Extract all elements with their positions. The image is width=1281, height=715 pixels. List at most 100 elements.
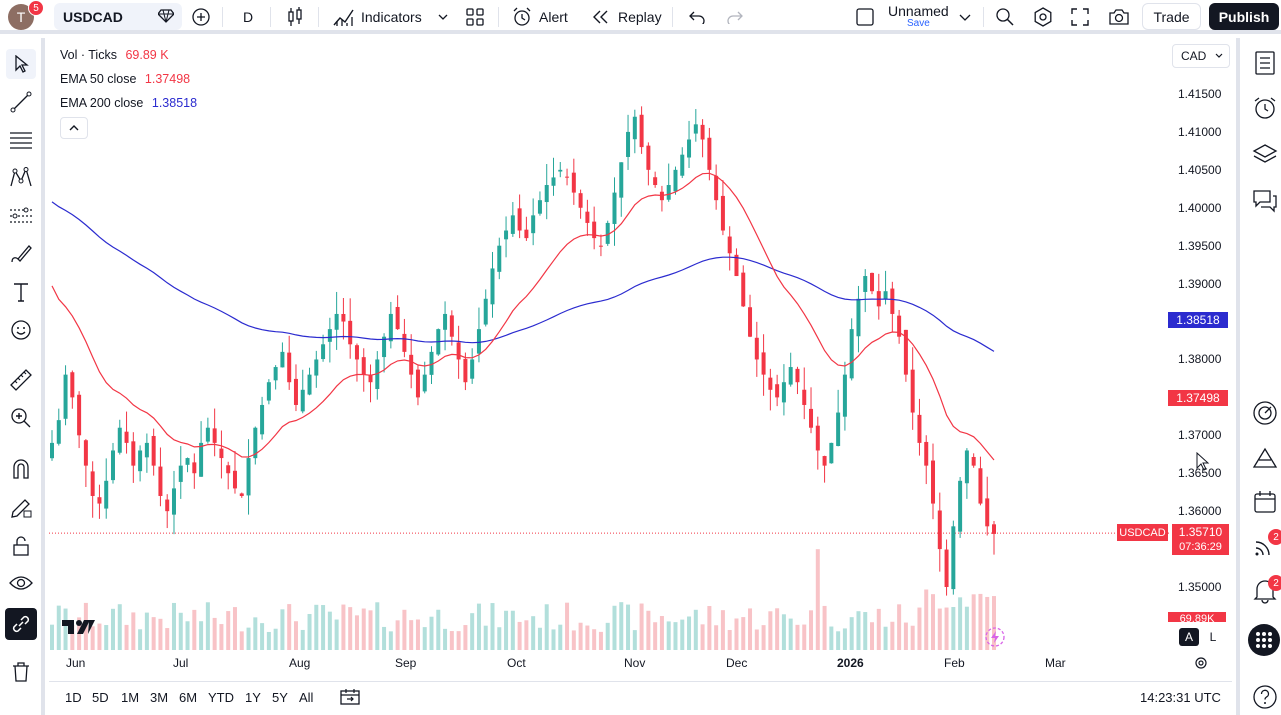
range-button-1y[interactable]: 1Y: [245, 690, 261, 705]
calendar-button[interactable]: [1250, 487, 1280, 517]
ema200-legend[interactable]: EMA 200 close 1.38518: [60, 96, 197, 110]
lock-drawings-tool[interactable]: [6, 531, 36, 561]
volume-bar: [856, 611, 861, 650]
chart-type-button[interactable]: [286, 0, 304, 34]
ema50-legend[interactable]: EMA 50 close 1.37498: [60, 72, 190, 86]
hide-drawings-tool[interactable]: [6, 568, 36, 598]
layout-save-link[interactable]: Save: [907, 18, 930, 29]
range-button-1m[interactable]: 1M: [121, 690, 140, 705]
magnet-tool[interactable]: [6, 454, 36, 484]
replay-button[interactable]: Replay: [592, 0, 662, 34]
candle-body: [951, 526, 956, 590]
volume-bar: [361, 608, 366, 650]
candle-body: [117, 427, 122, 453]
volume-legend[interactable]: Vol · Ticks 69.89 K: [60, 48, 169, 62]
divider: [498, 7, 499, 27]
text-tool[interactable]: [6, 277, 36, 307]
legend-collapse-button[interactable]: [60, 117, 88, 139]
range-button-all[interactable]: All: [299, 690, 314, 705]
date-range-button[interactable]: [340, 688, 360, 709]
templates-button[interactable]: [466, 0, 484, 34]
range-button-3m[interactable]: 3M: [150, 690, 169, 705]
brush-tool[interactable]: [6, 239, 36, 269]
help-button[interactable]: [1250, 682, 1280, 712]
ema200-price-tag: 1.38518: [1168, 312, 1228, 328]
technicals-button[interactable]: [1250, 398, 1280, 428]
range-button-1d[interactable]: 1D: [65, 690, 82, 705]
price-chart[interactable]: [49, 38, 1169, 650]
link-tool[interactable]: [5, 608, 37, 640]
publish-button[interactable]: Publish: [1209, 3, 1279, 30]
watchlist-button[interactable]: [1250, 48, 1280, 78]
time-axis-label: Oct: [507, 656, 526, 670]
log-scale-toggle[interactable]: L: [1209, 630, 1217, 644]
volume-bar: [815, 549, 820, 650]
candle-body: [293, 378, 298, 405]
volume-bar: [544, 604, 549, 650]
quick-search-button[interactable]: [995, 0, 1015, 34]
plus-circle-icon: [192, 8, 210, 26]
volume-bar: [138, 629, 143, 650]
currency-select[interactable]: CAD: [1172, 44, 1230, 68]
trend-line-tool[interactable]: [6, 87, 36, 117]
forecast-icon: [10, 207, 32, 223]
undo-button[interactable]: [688, 0, 706, 34]
auto-scale-toggle[interactable]: A: [1179, 628, 1199, 646]
products-button[interactable]: [1248, 624, 1280, 656]
forecast-tool[interactable]: [6, 201, 36, 231]
delete-tool[interactable]: [6, 657, 36, 687]
volume-bar: [436, 609, 441, 650]
fullscreen-button[interactable]: [1071, 0, 1089, 34]
range-button-5d[interactable]: 5D: [92, 690, 109, 705]
range-button-ytd[interactable]: YTD: [208, 690, 234, 705]
interval-button[interactable]: D: [243, 9, 254, 25]
volume-bar: [321, 605, 326, 650]
range-button-6m[interactable]: 6M: [179, 690, 198, 705]
volume-bar: [354, 615, 359, 650]
candle-body: [727, 236, 732, 254]
volume-bar: [931, 594, 936, 650]
lightning-button[interactable]: [985, 627, 1005, 650]
chat-bubbles-icon: [1253, 190, 1277, 213]
tradingview-logo[interactable]: [62, 618, 96, 639]
news-feed-button[interactable]: [1250, 531, 1280, 561]
measure-tool[interactable]: [6, 365, 36, 395]
pattern-tool[interactable]: [6, 163, 36, 193]
candle-body: [490, 268, 495, 305]
symbol-search[interactable]: USDCAD: [54, 3, 182, 30]
settings-button[interactable]: [1033, 0, 1053, 34]
add-symbol-button[interactable]: [191, 0, 211, 34]
cursor-tool[interactable]: [6, 49, 36, 79]
horizontal-lines-icon: [10, 132, 32, 149]
volume-bar: [104, 625, 109, 650]
utc-clock[interactable]: 14:23:31 UTC: [1140, 690, 1221, 705]
alert-button[interactable]: Alert: [512, 0, 568, 34]
candle-body: [619, 162, 624, 198]
layout-dropdown[interactable]: [959, 0, 971, 34]
gear-small-icon: [1195, 657, 1207, 669]
fib-tool[interactable]: [6, 125, 36, 155]
indicators-button[interactable]: Indicators: [333, 0, 422, 34]
volume-bar: [693, 609, 698, 650]
object-tree-button[interactable]: [1250, 139, 1280, 169]
snapshot-button[interactable]: [1108, 0, 1130, 34]
volume-bar: [463, 625, 468, 650]
indicators-dropdown[interactable]: [438, 0, 448, 34]
stay-in-drawing-tool[interactable]: [6, 493, 36, 523]
trade-button[interactable]: Trade: [1142, 3, 1201, 30]
volume-bar: [395, 620, 400, 650]
chats-button[interactable]: [1250, 186, 1280, 216]
diamond-icon[interactable]: [158, 9, 174, 23]
ideas-button[interactable]: [1250, 443, 1280, 473]
zoom-tool[interactable]: [6, 403, 36, 433]
emoji-tool[interactable]: [6, 315, 36, 345]
timezone-settings[interactable]: [1194, 656, 1208, 673]
layout-name[interactable]: Unnamed: [888, 3, 949, 19]
candle-body: [409, 354, 414, 375]
volume-bar: [903, 622, 908, 650]
candle-body: [666, 185, 671, 200]
alerts-button[interactable]: [1250, 93, 1280, 123]
layout-checkbox[interactable]: [855, 0, 875, 34]
range-button-5y[interactable]: 5Y: [272, 690, 288, 705]
redo-button[interactable]: [726, 0, 744, 34]
